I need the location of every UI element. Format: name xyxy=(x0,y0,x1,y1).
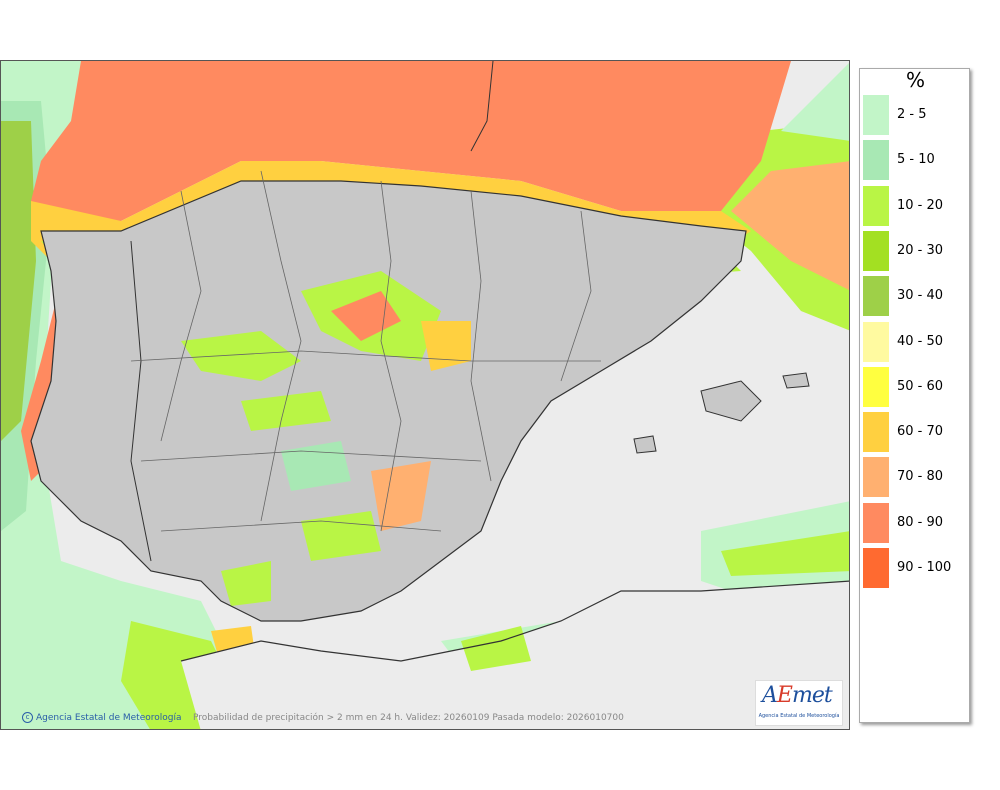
legend-swatch xyxy=(863,185,889,226)
france-low-area xyxy=(781,63,849,141)
legend-swatch xyxy=(863,321,889,362)
agency-credit: c Agencia Estatal de Meteorología xyxy=(22,712,182,723)
legend-swatch xyxy=(863,366,889,407)
aemet-logo-subtitle: Agencia Estatal de Meteorología xyxy=(758,713,840,719)
probability-legend: % 2 - 5 5 - 10 10 - 20 20 - 30 30 - 40 40 - 5… xyxy=(859,68,970,723)
legend-swatch xyxy=(863,548,889,588)
legend-item: 60 - 70 xyxy=(860,412,971,453)
legend-label: 2 - 5 xyxy=(897,107,927,122)
legend-item: 70 - 80 xyxy=(860,457,971,498)
north-high-prob-area xyxy=(31,61,791,231)
legend-label: 40 - 50 xyxy=(897,333,944,349)
precipitation-probability-map xyxy=(0,60,850,730)
legend-label: 60 - 70 xyxy=(897,424,944,440)
atlantic-green-band xyxy=(1,121,36,441)
france-border-line xyxy=(470,61,494,152)
legend-label: 70 - 80 xyxy=(897,469,944,485)
copyright-icon: c xyxy=(22,712,33,723)
legend-swatch xyxy=(863,140,889,181)
gulf-lion-orange-area xyxy=(731,161,849,290)
menorca-island xyxy=(782,372,810,389)
legend-item: 90 - 100 xyxy=(860,548,971,588)
legend-swatch xyxy=(863,502,889,543)
province-borders xyxy=(130,170,601,532)
legend-swatch xyxy=(863,276,889,317)
aemet-logo-mark: AEmet xyxy=(762,683,833,708)
map-caption: Probabilidad de precipitación > 2 mm en … xyxy=(193,713,624,723)
legend-item: 80 - 90 xyxy=(860,502,971,543)
andalusia-green-area xyxy=(301,511,381,561)
legend-label: 20 - 30 xyxy=(897,242,944,258)
legend-swatch xyxy=(863,457,889,498)
legend-item: 2 - 5 xyxy=(860,95,971,135)
legend-label: 50 - 60 xyxy=(897,378,944,394)
agency-credit-text: Agencia Estatal de Meteorología xyxy=(36,713,182,723)
iberian-land xyxy=(31,181,746,621)
med-green-area xyxy=(721,531,849,576)
ibiza-island xyxy=(633,435,657,454)
la-mancha-area xyxy=(281,441,351,491)
central-green-area-1 xyxy=(181,331,301,381)
mallorca-island xyxy=(700,380,762,422)
legend-item: 10 - 20 xyxy=(860,185,971,226)
legend-swatch xyxy=(863,230,889,271)
segura-orange-area xyxy=(371,461,431,531)
africa-coastline xyxy=(180,580,849,662)
legend-swatch xyxy=(863,412,889,453)
legend-item: 40 - 50 xyxy=(860,321,971,362)
map-canvas xyxy=(1,61,849,729)
aemet-logo: AEmet Agencia Estatal de Meteorología xyxy=(755,680,843,726)
iberian-coastline xyxy=(30,180,747,622)
legend-label: 90 - 100 xyxy=(897,560,952,575)
legend-title: % xyxy=(905,68,925,92)
toledo-green-area xyxy=(241,391,331,431)
central-orange-area xyxy=(331,291,401,341)
legend-swatch xyxy=(863,95,889,135)
legend-item: 30 - 40 xyxy=(860,276,971,317)
portugal-spain-border xyxy=(130,240,152,562)
legend-label: 5 - 10 xyxy=(897,152,935,168)
legend-item: 20 - 30 xyxy=(860,230,971,271)
legend-label: 30 - 40 xyxy=(897,288,944,304)
legend-label: 80 - 90 xyxy=(897,514,944,530)
legend-label: 10 - 20 xyxy=(897,197,944,213)
legend-item: 50 - 60 xyxy=(860,366,971,407)
malaga-green-area xyxy=(221,561,271,606)
legend-item: 5 - 10 xyxy=(860,140,971,181)
